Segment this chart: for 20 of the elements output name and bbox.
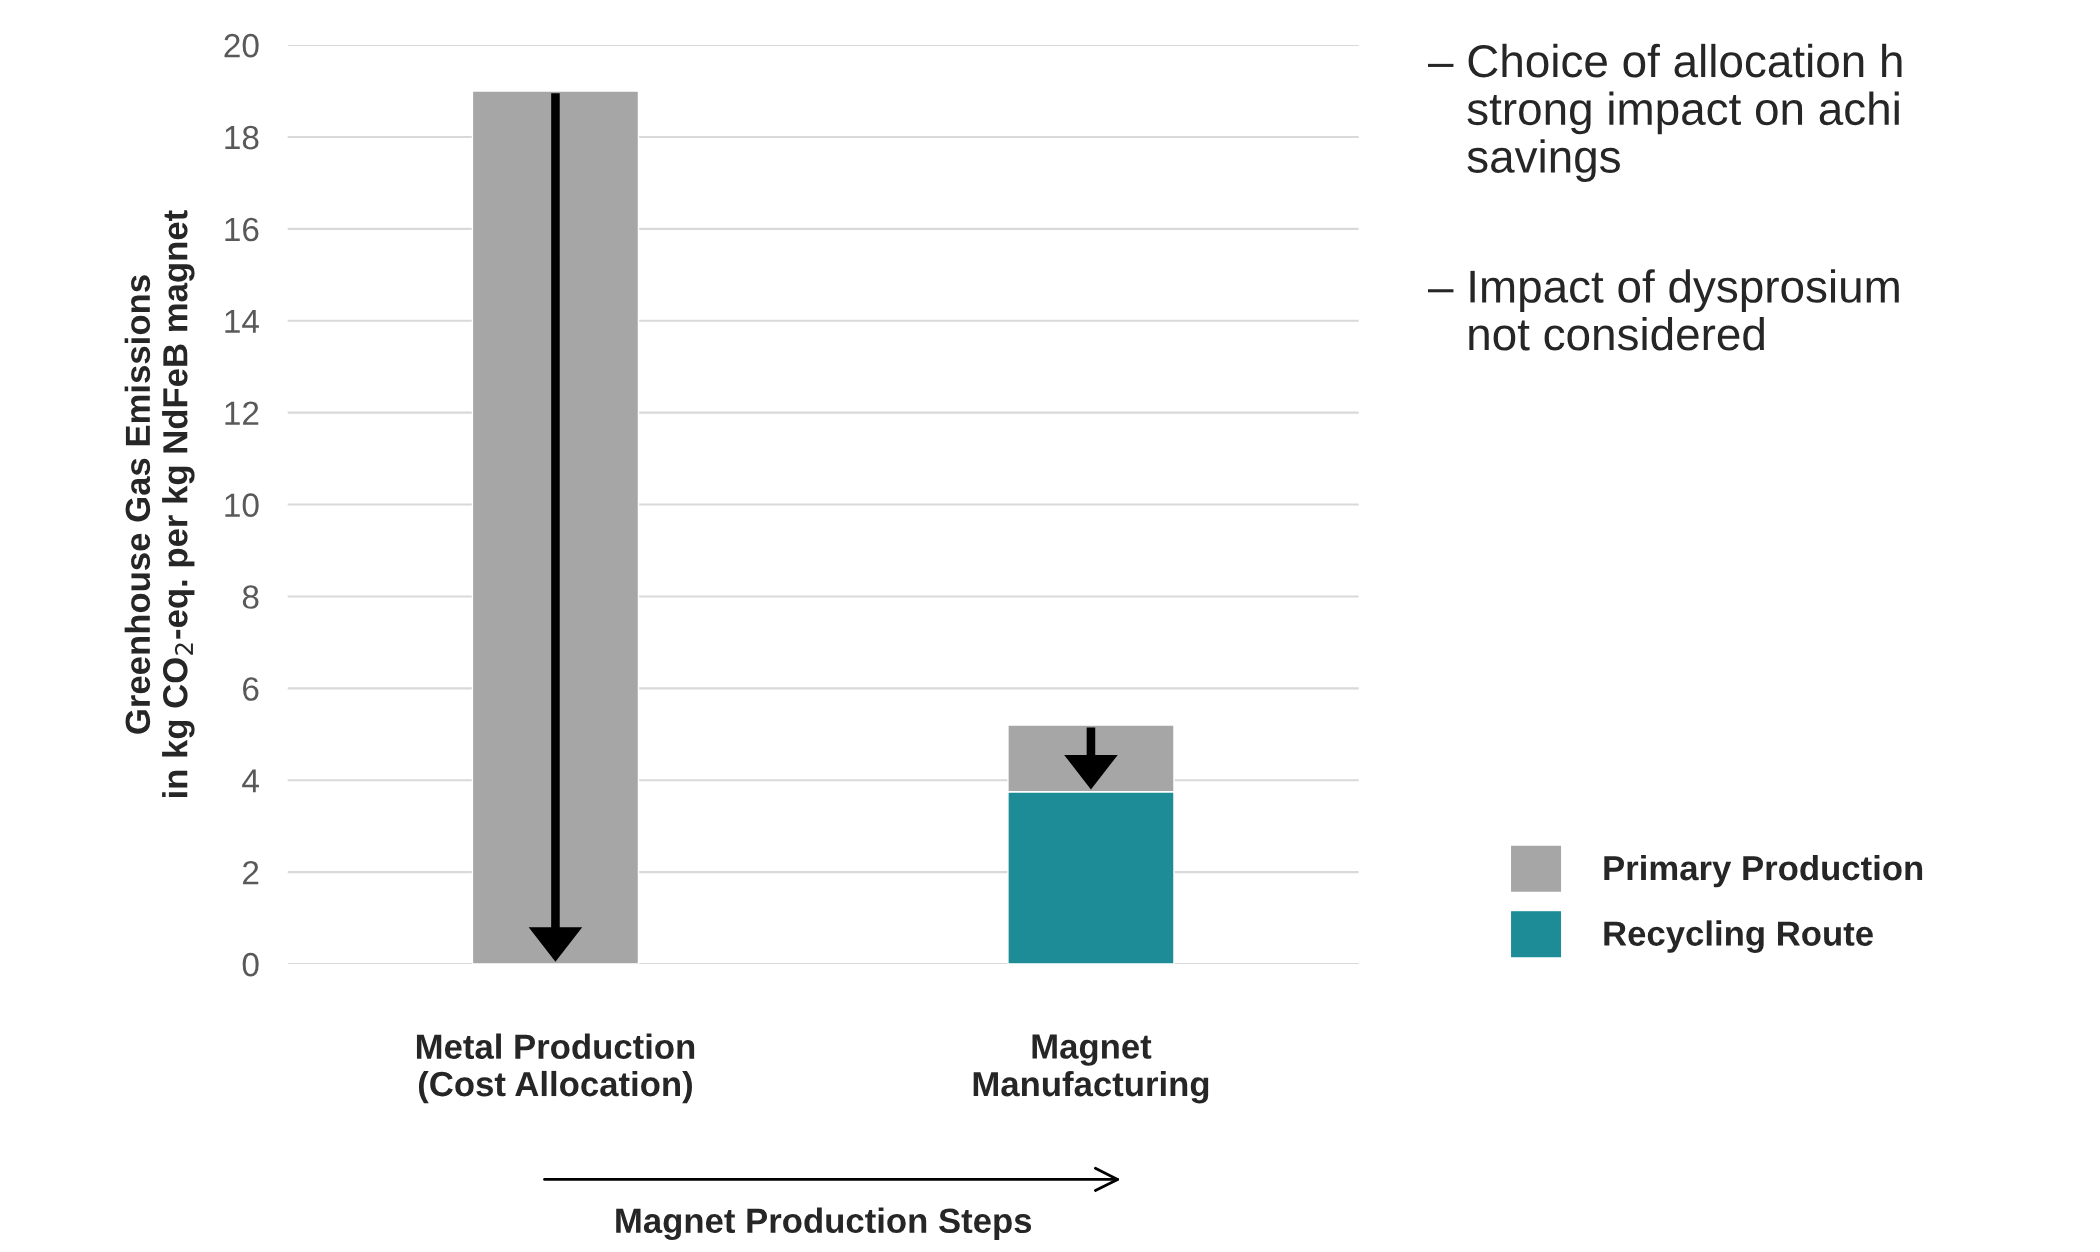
y-tick-label: 6 [243, 677, 259, 701]
y-tick-label: 18 [225, 125, 259, 150]
y-tick-label: 16 [225, 217, 259, 242]
y-tick-label: 4 [242, 769, 259, 793]
y-tick-label: 2 [243, 860, 259, 885]
legend-label: Recycling Route [1604, 920, 1873, 953]
y-tick-label: 0 [242, 952, 259, 977]
x-tick-label: Metal Production (Cost Allocation) [416, 1033, 695, 1104]
text: – Choice of allocation h strong impact on achi savings [1428, 43, 1902, 182]
legend-label: Primary Production [1604, 854, 1923, 888]
x-tick-label: Magnet Manufacturing [973, 1034, 1209, 1104]
y-tick-label: 10 [225, 493, 259, 517]
x-axis-title: Magnet Production Steps [616, 1207, 1032, 1241]
y-tick-label: 12 [225, 401, 259, 425]
y-tick-label: 8 [242, 585, 259, 609]
bar [471, 90, 640, 965]
y-tick-label: 20 [224, 33, 259, 58]
text: – Impact of dysprosium not considered [1428, 269, 1899, 351]
y-tick-label: 14 [225, 309, 259, 333]
y-axis-title: Greenhouse Gas Emissions in kg CO$_{2}$-eq. per kg NdFeB magnet [124, 210, 195, 798]
